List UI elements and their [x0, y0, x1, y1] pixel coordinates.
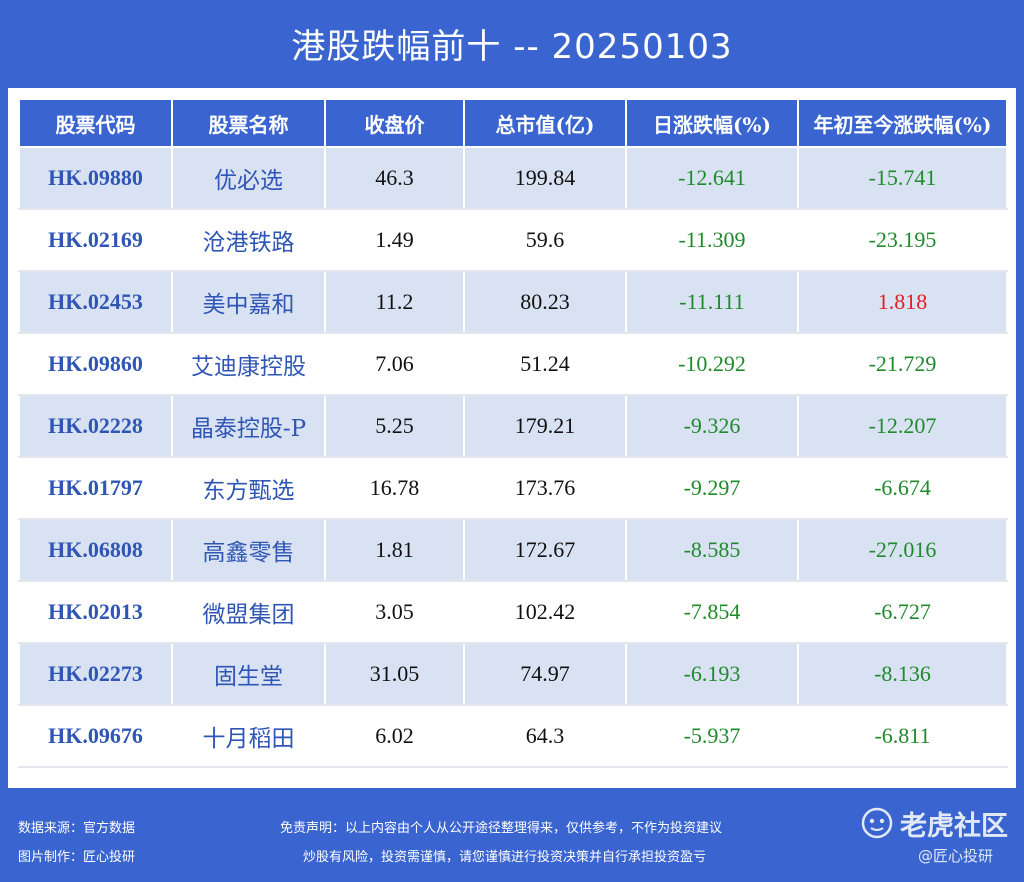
market-cap-cell: 199.84 [463, 146, 627, 210]
ytd-change-cell: -21.729 [797, 332, 1008, 396]
ytd-change-cell: -12.207 [797, 394, 1008, 458]
close-price-cell: 1.49 [324, 208, 465, 272]
daily-change-cell: -5.937 [625, 704, 799, 768]
table-row: HK.01797 东方甄选 16.78 173.76 -9.297 -6.674 [18, 456, 1008, 520]
table-row: HK.02013 微盟集团 3.05 102.42 -7.854 -6.727 [18, 580, 1008, 644]
table-row: HK.02453 美中嘉和 11.2 80.23 -11.111 1.818 [18, 270, 1008, 334]
close-price-cell: 6.02 [324, 704, 465, 768]
table-row: HK.09860 艾迪康控股 7.06 51.24 -10.292 -21.729 [18, 332, 1008, 396]
market-cap-cell: 173.76 [463, 456, 627, 520]
column-header: 股票代码 [18, 98, 173, 148]
close-price-cell: 1.81 [324, 518, 465, 582]
stock-code-cell: HK.09880 [18, 146, 173, 210]
stock-code-cell: HK.02169 [18, 208, 173, 272]
watermark-handle: @匠心投研 [918, 847, 994, 865]
close-price-cell: 3.05 [324, 580, 465, 644]
market-cap-cell: 102.42 [463, 580, 627, 644]
stock-name-cell: 艾迪康控股 [171, 332, 326, 396]
table-header-row: 股票代码 股票名称 收盘价 总市值(亿) 日涨跌幅(%) 年初至今涨跌幅(%) [18, 98, 1008, 148]
stock-name-cell: 沧港铁路 [171, 208, 326, 272]
close-price-cell: 11.2 [324, 270, 465, 334]
ytd-change-cell: -6.674 [797, 456, 1008, 520]
column-header: 股票名称 [171, 98, 326, 148]
ytd-change-cell: -15.741 [797, 146, 1008, 210]
stock-code-cell: HK.02013 [18, 580, 173, 644]
close-price-cell: 5.25 [324, 394, 465, 458]
column-header: 总市值(亿) [463, 98, 627, 148]
table-row: HK.06808 高鑫零售 1.81 172.67 -8.585 -27.016 [18, 518, 1008, 582]
stock-table: 股票代码 股票名称 收盘价 总市值(亿) 日涨跌幅(%) 年初至今涨跌幅(%) … [18, 98, 1008, 768]
ytd-change-cell: -23.195 [797, 208, 1008, 272]
table-row: HK.09880 优必选 46.3 199.84 -12.641 -15.741 [18, 146, 1008, 210]
column-header: 年初至今涨跌幅(%) [797, 98, 1008, 148]
table-panel: 股票代码 股票名称 收盘价 总市值(亿) 日涨跌幅(%) 年初至今涨跌幅(%) … [8, 88, 1016, 788]
stock-code-cell: HK.09860 [18, 332, 173, 396]
close-price-cell: 16.78 [324, 456, 465, 520]
market-cap-cell: 179.21 [463, 394, 627, 458]
stock-name-cell: 固生堂 [171, 642, 326, 706]
stock-code-cell: HK.02228 [18, 394, 173, 458]
market-cap-cell: 172.67 [463, 518, 627, 582]
stock-name-cell: 优必选 [171, 146, 326, 210]
table-row: HK.02169 沧港铁路 1.49 59.6 -11.309 -23.195 [18, 208, 1008, 272]
daily-change-cell: -7.854 [625, 580, 799, 644]
close-price-cell: 31.05 [324, 642, 465, 706]
ytd-change-cell: -8.136 [797, 642, 1008, 706]
daily-change-cell: -6.193 [625, 642, 799, 706]
market-cap-cell: 59.6 [463, 208, 627, 272]
ytd-change-cell: -6.727 [797, 580, 1008, 644]
table-row: HK.09676 十月稻田 6.02 64.3 -5.937 -6.811 [18, 704, 1008, 768]
ytd-change-cell: -6.811 [797, 704, 1008, 768]
table-row: HK.02273 固生堂 31.05 74.97 -6.193 -8.136 [18, 642, 1008, 706]
ytd-change-cell: -27.016 [797, 518, 1008, 582]
close-price-cell: 46.3 [324, 146, 465, 210]
data-source-note: 数据来源：官方数据 [18, 821, 136, 836]
watermark-brand: 老虎社区 [900, 811, 1008, 842]
daily-change-cell: -11.309 [625, 208, 799, 272]
close-price-cell: 7.06 [324, 332, 465, 396]
table-row: HK.02228 晶泰控股-P 5.25 179.21 -9.326 -12.207 [18, 394, 1008, 458]
daily-change-cell: -9.297 [625, 456, 799, 520]
stock-code-cell: HK.06808 [18, 518, 173, 582]
column-header: 日涨跌幅(%) [625, 98, 799, 148]
stock-name-cell: 高鑫零售 [171, 518, 326, 582]
ytd-change-cell: 1.818 [797, 270, 1008, 334]
disclaimer-line-1: 免责声明：以上内容由个人从公开途径整理得来，仅供参考，不作为投资建议 [280, 821, 723, 836]
column-header: 收盘价 [324, 98, 465, 148]
market-cap-cell: 80.23 [463, 270, 627, 334]
market-cap-cell: 51.24 [463, 332, 627, 396]
stock-code-cell: HK.02453 [18, 270, 173, 334]
page-title: 港股跌幅前十 -- 20250103 [291, 27, 733, 67]
stock-code-cell: HK.09676 [18, 704, 173, 768]
daily-change-cell: -11.111 [625, 270, 799, 334]
daily-change-cell: -9.326 [625, 394, 799, 458]
tiger-logo-icon [860, 806, 900, 840]
stock-name-cell: 晶泰控股-P [171, 394, 326, 458]
market-cap-cell: 64.3 [463, 704, 627, 768]
image-maker-note: 图片制作：匠心投研 [18, 850, 136, 865]
stock-code-cell: HK.01797 [18, 456, 173, 520]
stock-code-cell: HK.02273 [18, 642, 173, 706]
stock-name-cell: 十月稻田 [171, 704, 326, 768]
daily-change-cell: -8.585 [625, 518, 799, 582]
stock-name-cell: 东方甄选 [171, 456, 326, 520]
stock-name-cell: 美中嘉和 [171, 270, 326, 334]
daily-change-cell: -12.641 [625, 146, 799, 210]
stock-name-cell: 微盟集团 [171, 580, 326, 644]
daily-change-cell: -10.292 [625, 332, 799, 396]
disclaimer-line-2: 炒股有风险，投资需谨慎，请您谨慎进行投资决策并自行承担投资盈亏 [303, 850, 707, 865]
market-cap-cell: 74.97 [463, 642, 627, 706]
